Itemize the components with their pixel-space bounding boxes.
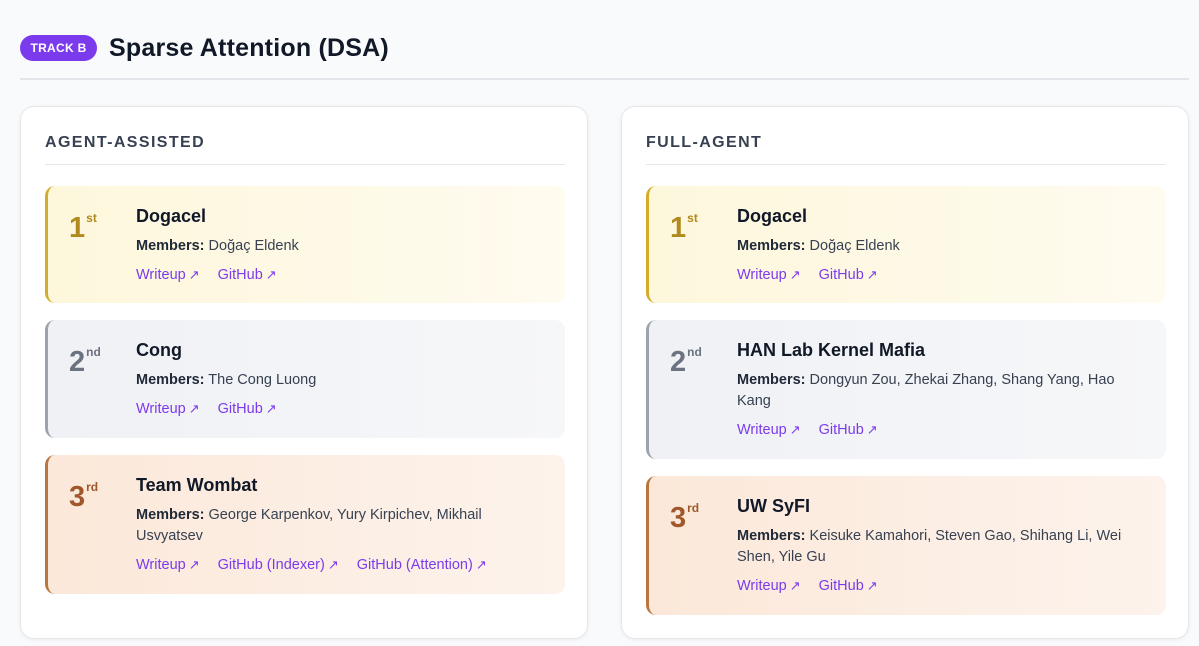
arrow-up-right-icon: ↗ <box>789 267 801 282</box>
arrow-up-right-icon: ↗ <box>866 422 878 437</box>
column-title: AGENT-ASSISTED <box>45 134 565 165</box>
arrow-up-right-icon: ↗ <box>188 267 200 282</box>
agent-assisted-column: AGENT-ASSISTED 1st Dogacel Members: Doğa… <box>20 106 588 639</box>
place-label: 2nd <box>69 345 101 378</box>
github-indexer-link[interactable]: GitHub (Indexer) ↗ <box>217 557 339 573</box>
team-name: UW SyFI <box>737 496 811 516</box>
writeup-link[interactable]: Writeup ↗ <box>737 422 801 438</box>
entry-links: Writeup ↗ GitHub ↗ <box>737 578 892 594</box>
team-name: HAN Lab Kernel Mafia <box>737 340 926 360</box>
team-members: Members: The Cong Luong <box>136 372 317 388</box>
arrow-up-right-icon: ↗ <box>866 267 878 282</box>
arrow-up-right-icon: ↗ <box>475 557 487 572</box>
arrow-up-right-icon: ↗ <box>265 267 277 282</box>
leaderboard-entry-1st: 1st Dogacel Members: Doğaç Eldenk Writeu… <box>646 186 1166 303</box>
page-title: Sparse Attention (DSA) <box>109 34 389 62</box>
arrow-up-right-icon: ↗ <box>188 557 200 572</box>
track-badge: TRACK B <box>20 35 97 61</box>
team-members: Members: George Karpenkov, Yury Kirpiche… <box>136 507 482 544</box>
team-members: Members: Dongyun Zou, Zhekai Zhang, Shan… <box>737 372 1115 409</box>
github-link[interactable]: GitHub ↗ <box>217 401 277 417</box>
leaderboard-entry-3rd: 3rd Team Wombat Members: George Karpenko… <box>45 455 565 594</box>
writeup-link[interactable]: Writeup ↗ <box>737 267 801 283</box>
arrow-up-right-icon: ↗ <box>789 422 801 437</box>
leaderboard-entry-2nd: 2nd Cong Members: The Cong Luong Writeup… <box>45 320 565 438</box>
arrow-up-right-icon: ↗ <box>188 401 200 416</box>
writeup-link[interactable]: Writeup ↗ <box>737 578 801 594</box>
full-agent-column: FULL-AGENT 1st Dogacel Members: Doğaç El… <box>621 106 1189 639</box>
place-label: 3rd <box>670 501 700 534</box>
column-title: FULL-AGENT <box>646 134 1166 165</box>
team-name: Dogacel <box>737 206 808 226</box>
leaderboard-entry-2nd: 2nd HAN Lab Kernel Mafia Members: Dongyu… <box>646 320 1166 459</box>
team-name: Team Wombat <box>136 475 258 495</box>
github-attention-link[interactable]: GitHub (Attention) ↗ <box>356 557 487 573</box>
leaderboard-entry-1st: 1st Dogacel Members: Doğaç Eldenk Writeu… <box>45 186 565 303</box>
arrow-up-right-icon: ↗ <box>866 578 878 593</box>
entry-links: Writeup ↗ GitHub ↗ <box>136 267 291 283</box>
github-link[interactable]: GitHub ↗ <box>217 267 277 283</box>
entry-links: Writeup ↗ GitHub ↗ <box>737 422 892 438</box>
place-label: 3rd <box>69 480 99 513</box>
place-label: 1st <box>69 211 97 244</box>
team-members: Members: Keisuke Kamahori, Steven Gao, S… <box>737 528 1122 565</box>
entry-links: Writeup ↗ GitHub ↗ <box>737 267 892 283</box>
place-label: 1st <box>670 211 698 244</box>
arrow-up-right-icon: ↗ <box>789 578 801 593</box>
leaderboard-entry-3rd: 3rd UW SyFI Members: Keisuke Kamahori, S… <box>646 476 1166 615</box>
team-members: Members: Doğaç Eldenk <box>737 238 900 254</box>
writeup-link[interactable]: Writeup ↗ <box>136 267 200 283</box>
github-link[interactable]: GitHub ↗ <box>818 267 878 283</box>
track-header: TRACK B Sparse Attention (DSA) <box>20 32 1189 80</box>
team-name: Cong <box>136 340 182 360</box>
entry-links: Writeup ↗ GitHub ↗ <box>136 401 291 417</box>
team-members: Members: Doğaç Eldenk <box>136 238 299 254</box>
github-link[interactable]: GitHub ↗ <box>818 578 878 594</box>
place-label: 2nd <box>670 345 702 378</box>
writeup-link[interactable]: Writeup ↗ <box>136 557 200 573</box>
arrow-up-right-icon: ↗ <box>327 557 339 572</box>
team-name: Dogacel <box>136 206 207 226</box>
arrow-up-right-icon: ↗ <box>265 401 277 416</box>
github-link[interactable]: GitHub ↗ <box>818 422 878 438</box>
writeup-link[interactable]: Writeup ↗ <box>136 401 200 417</box>
entry-links: Writeup ↗ GitHub (Indexer) ↗ GitHub (Atten… <box>136 557 501 573</box>
